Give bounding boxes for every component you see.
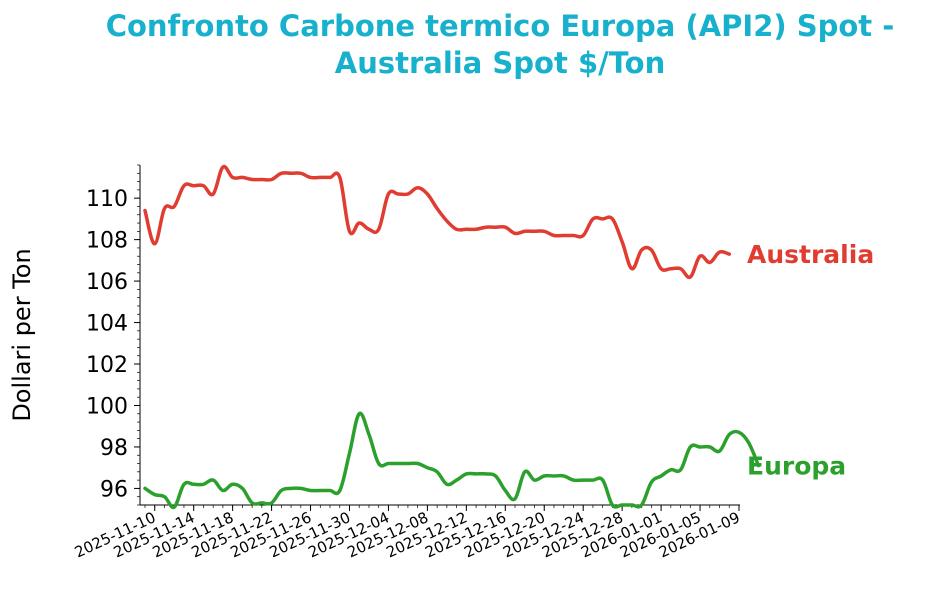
y-tick-label: 102 bbox=[86, 353, 128, 378]
series-label-australia: Australia bbox=[747, 240, 874, 269]
chart-title-line-1: Confronto Carbone termico Europa (API2) … bbox=[105, 9, 895, 43]
y-axis-label: Dollari per Ton bbox=[8, 248, 36, 421]
y-tick-label: 110 bbox=[86, 187, 128, 212]
series-line-europa bbox=[143, 411, 761, 510]
series-lines bbox=[143, 164, 761, 510]
y-tick-label: 96 bbox=[100, 477, 128, 502]
chart-title: Confronto Carbone termico Europa (API2) … bbox=[70, 8, 925, 82]
y-tick-label: 106 bbox=[86, 270, 128, 295]
y-tick-label: 104 bbox=[86, 312, 128, 337]
y-tick-label: 108 bbox=[86, 229, 128, 254]
series-line-australia bbox=[143, 164, 732, 280]
y-tick-label: 98 bbox=[100, 436, 128, 461]
y-tick-label: 100 bbox=[86, 394, 128, 419]
chart-title-line-2: Australia Spot $/Ton bbox=[334, 46, 666, 80]
series-labels: Australia Europa bbox=[747, 240, 874, 480]
series-label-europa: Europa bbox=[747, 452, 846, 481]
